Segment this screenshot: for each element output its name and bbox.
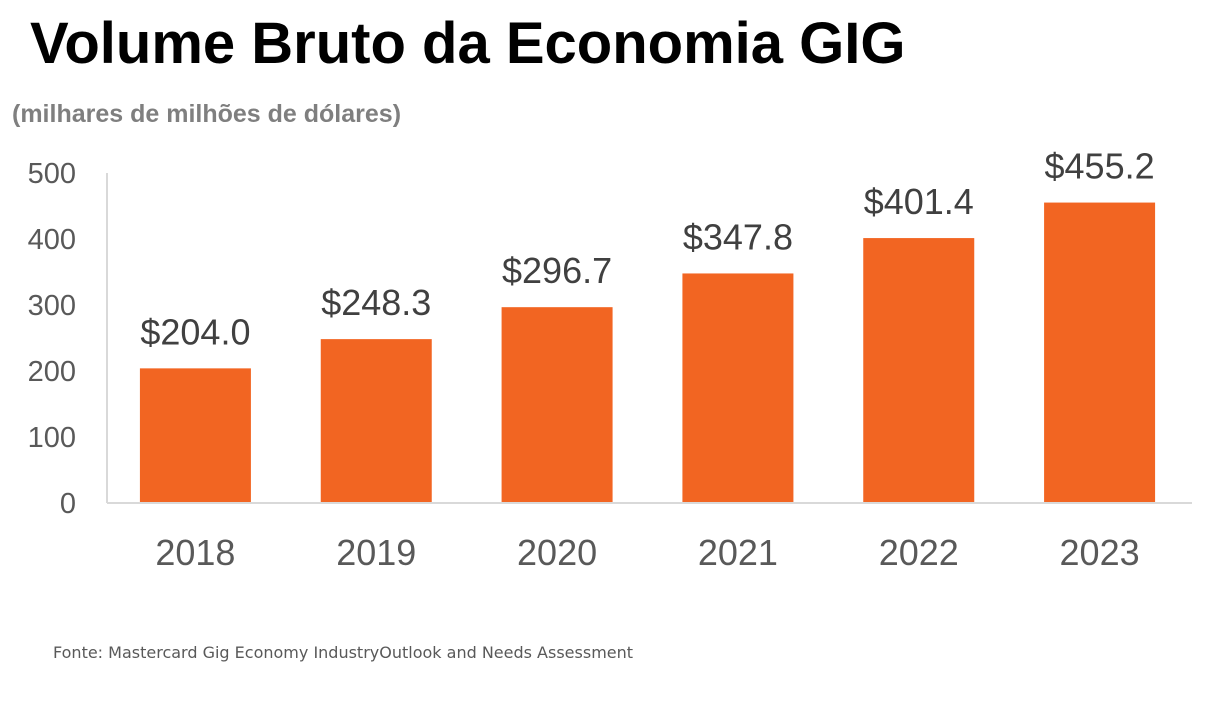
x-tick-label-2020: 2020 xyxy=(517,532,597,573)
data-label-2019: $248.3 xyxy=(321,282,431,323)
data-label-2020: $296.7 xyxy=(502,250,612,291)
data-label-2018: $204.0 xyxy=(140,311,250,352)
x-tick-label-2023: 2023 xyxy=(1060,532,1140,573)
bar-2018 xyxy=(139,368,251,503)
bar-2019 xyxy=(320,339,432,503)
data-labels-group: $204.0 $248.3 $296.7 $347.8 $401.4 $455.2 xyxy=(140,146,1154,353)
y-tick-label: 400 xyxy=(28,224,76,256)
data-label-2022: $401.4 xyxy=(864,181,974,222)
bar-2022 xyxy=(863,238,975,504)
chart-subtitle: (milhares de milhões de dólares) xyxy=(12,100,402,128)
bars-group xyxy=(139,202,1156,504)
y-tick-label: 100 xyxy=(28,422,76,454)
y-tick-label: 200 xyxy=(28,356,76,388)
source-note: Fonte: Mastercard Gig Economy IndustryOu… xyxy=(53,643,634,662)
data-label-2023: $455.2 xyxy=(1045,146,1155,187)
bar-2023 xyxy=(1044,202,1156,503)
y-tick-label: 0 xyxy=(60,488,76,520)
x-tick-label-2022: 2022 xyxy=(879,532,959,573)
y-axis-ticks: 0 100 200 300 400 500 xyxy=(28,158,76,520)
y-tick-label: 500 xyxy=(28,158,76,190)
x-tick-label-2019: 2019 xyxy=(336,532,416,573)
chart-title: Volume Bruto da Economia GIG xyxy=(30,11,906,76)
y-tick-label: 300 xyxy=(28,290,76,322)
x-tick-label-2021: 2021 xyxy=(698,532,778,573)
x-axis-ticks: 2018 2019 2020 2021 2022 2023 xyxy=(155,532,1139,573)
bar-2020 xyxy=(501,307,613,503)
bar-2021 xyxy=(682,273,794,503)
data-label-2021: $347.8 xyxy=(683,216,793,257)
x-tick-label-2018: 2018 xyxy=(155,532,235,573)
